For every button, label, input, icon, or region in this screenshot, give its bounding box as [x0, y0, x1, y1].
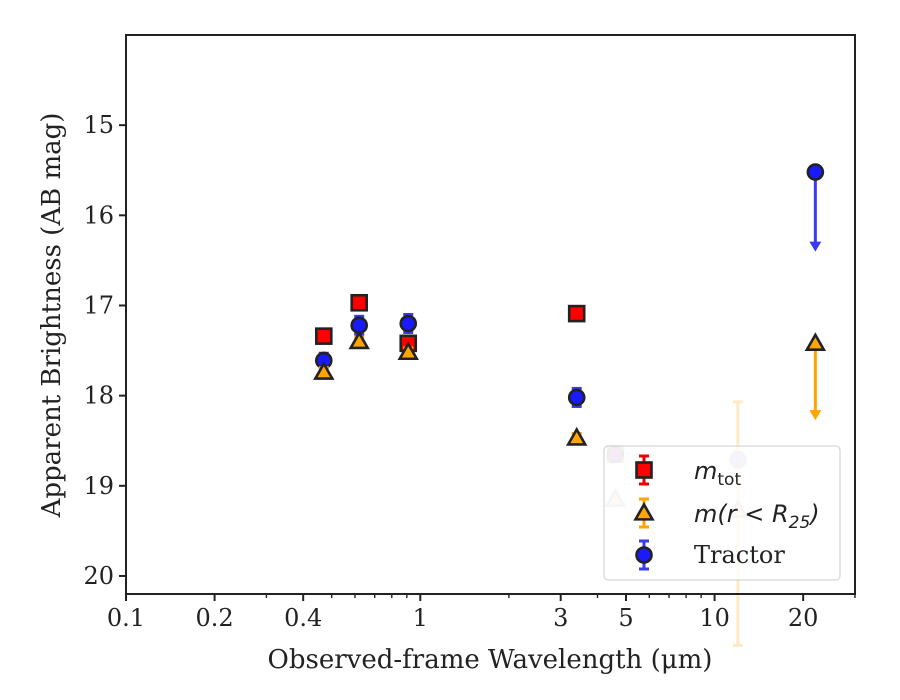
legend-swatch-triangle	[633, 497, 655, 529]
data-point	[350, 314, 368, 336]
data-point	[348, 330, 370, 350]
triangle-marker	[313, 361, 335, 380]
y-tick-label: 18	[83, 382, 114, 410]
square-marker	[314, 327, 333, 345]
upper-limit-arrow	[809, 410, 822, 421]
legend-label-tractor: Tractor	[694, 541, 785, 569]
data-point	[804, 332, 827, 421]
triangle-marker	[565, 426, 588, 446]
x-tick-label: 5	[618, 604, 633, 632]
legend: mtot m(r < R25) Tractor	[603, 445, 841, 581]
y-tick-label: 19	[83, 472, 114, 500]
x-tick-label: 20	[788, 604, 819, 632]
x-tick-label: 0.2	[196, 604, 234, 632]
x-axis-label: Observed-frame Wavelength (μm)	[268, 645, 713, 675]
legend-marker	[635, 461, 653, 479]
upper-limit-arrow	[809, 241, 822, 252]
legend-swatches	[633, 454, 655, 571]
data-point	[567, 304, 586, 323]
square-marker	[350, 293, 368, 312]
data-point	[350, 293, 368, 312]
circle-marker	[806, 163, 825, 181]
triangle-marker	[804, 332, 827, 352]
y-tick-label: 16	[83, 201, 114, 229]
y-axis-label: Apparent Brightness (AB mag)	[37, 113, 67, 519]
axis-ticks: 0.1 0.2 0.4 1 3 5 10 20 15 16 17 18 19 20	[83, 111, 856, 632]
x-tick-label: 0.4	[284, 604, 322, 632]
square-marker	[567, 304, 586, 323]
data-point	[397, 341, 419, 361]
legend-swatch-square	[635, 454, 653, 486]
x-tick-label: 1	[413, 604, 428, 632]
data-point	[399, 313, 418, 335]
data-point	[314, 327, 333, 345]
x-tick-label: 3	[553, 604, 568, 632]
y-tick-label: 20	[83, 562, 114, 590]
legend-marker	[633, 501, 655, 521]
triangle-marker	[397, 341, 419, 361]
circle-marker	[399, 314, 418, 333]
x-tick-label: 10	[699, 604, 730, 632]
circle-marker	[567, 388, 586, 407]
data-point	[565, 426, 588, 446]
x-tick-label: 0.1	[107, 604, 145, 632]
data-point	[806, 163, 825, 252]
legend-swatch-circle	[635, 539, 653, 571]
legend-box	[603, 445, 841, 581]
triangle-marker	[348, 330, 370, 350]
legend-label-mr25: m(r < R25)	[694, 500, 820, 533]
plot-frame	[125, 34, 856, 595]
data-point	[567, 386, 586, 408]
legend-label-mtot: mtot	[694, 457, 741, 490]
legend-marker	[635, 546, 653, 564]
y-tick-label: 17	[83, 291, 114, 319]
data-point	[313, 361, 335, 380]
y-tick-label: 15	[83, 111, 114, 139]
